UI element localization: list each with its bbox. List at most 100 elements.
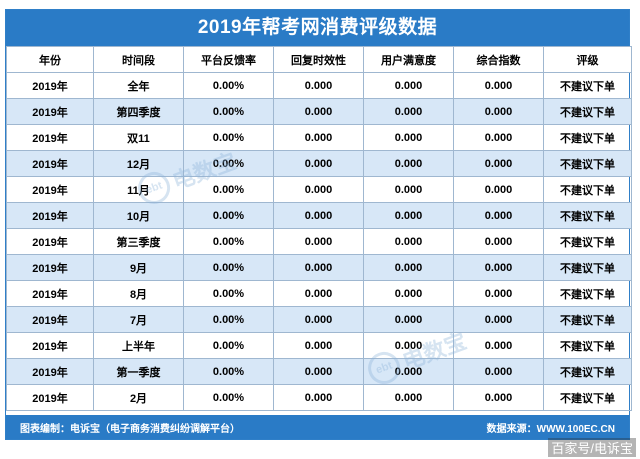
cell-reply-timeliness: 0.000 xyxy=(273,202,364,229)
table-row: 2019年 10月 0.00% 0.000 0.000 0.000 不建议下单 xyxy=(6,202,632,229)
cell-composite-index: 0.000 xyxy=(453,72,544,99)
cell-year: 2019年 xyxy=(6,150,94,177)
cell-reply-timeliness: 0.000 xyxy=(273,254,364,281)
cell-user-satisfaction: 0.000 xyxy=(363,124,454,151)
cell-composite-index: 0.000 xyxy=(453,98,544,125)
cell-reply-timeliness: 0.000 xyxy=(273,72,364,99)
cell-reply-timeliness: 0.000 xyxy=(273,176,364,203)
cell-feedback-rate: 0.00% xyxy=(183,332,274,359)
cell-rating: 不建议下单 xyxy=(543,384,632,411)
table-row: 2019年 12月 0.00% 0.000 0.000 0.000 不建议下单 xyxy=(6,150,632,177)
cell-year: 2019年 xyxy=(6,124,94,151)
cell-composite-index: 0.000 xyxy=(453,384,544,411)
cell-user-satisfaction: 0.000 xyxy=(363,72,454,99)
cell-user-satisfaction: 0.000 xyxy=(363,384,454,411)
header-reply-timeliness: 回复时效性 xyxy=(273,46,364,73)
cell-period: 12月 xyxy=(93,150,184,177)
cell-period: 7月 xyxy=(93,306,184,333)
table-row: 2019年 8月 0.00% 0.000 0.000 0.000 不建议下单 xyxy=(6,280,632,307)
cell-period: 10月 xyxy=(93,202,184,229)
table-row: 2019年 双11 0.00% 0.000 0.000 0.000 不建议下单 xyxy=(6,124,632,151)
cell-rating: 不建议下单 xyxy=(543,124,632,151)
cell-rating: 不建议下单 xyxy=(543,332,632,359)
header-period: 时间段 xyxy=(93,46,184,73)
header-year: 年份 xyxy=(6,46,94,73)
cell-feedback-rate: 0.00% xyxy=(183,202,274,229)
cell-period: 上半年 xyxy=(93,332,184,359)
cell-composite-index: 0.000 xyxy=(453,228,544,255)
table-header-row: 年份 时间段 平台反馈率 回复时效性 用户满意度 综合指数 评级 xyxy=(6,46,632,73)
table-row: 2019年 11月 0.00% 0.000 0.000 0.000 不建议下单 xyxy=(6,176,632,203)
cell-rating: 不建议下单 xyxy=(543,176,632,203)
report-frame: 2019年帮考网消费评级数据 年份 时间段 平台反馈率 回复时效性 用户满意度 … xyxy=(5,9,632,440)
cell-feedback-rate: 0.00% xyxy=(183,228,274,255)
table-row: 2019年 9月 0.00% 0.000 0.000 0.000 不建议下单 xyxy=(6,254,632,281)
cell-feedback-rate: 0.00% xyxy=(183,384,274,411)
table-row: 2019年 7月 0.00% 0.000 0.000 0.000 不建议下单 xyxy=(6,306,632,333)
cell-feedback-rate: 0.00% xyxy=(183,176,274,203)
cell-feedback-rate: 0.00% xyxy=(183,280,274,307)
cell-rating: 不建议下单 xyxy=(543,228,632,255)
cell-user-satisfaction: 0.000 xyxy=(363,202,454,229)
cell-period: 8月 xyxy=(93,280,184,307)
cell-user-satisfaction: 0.000 xyxy=(363,150,454,177)
footer-bar: 图表编制：电诉宝（电子商务消费纠纷调解平台） 数据来源：WWW.100EC.CN xyxy=(6,415,629,439)
cell-year: 2019年 xyxy=(6,358,94,385)
cell-rating: 不建议下单 xyxy=(543,150,632,177)
cell-feedback-rate: 0.00% xyxy=(183,306,274,333)
table-row: 2019年 上半年 0.00% 0.000 0.000 0.000 不建议下单 xyxy=(6,332,632,359)
cell-composite-index: 0.000 xyxy=(453,358,544,385)
table-row: 2019年 第一季度 0.00% 0.000 0.000 0.000 不建议下单 xyxy=(6,358,632,385)
cell-composite-index: 0.000 xyxy=(453,280,544,307)
cell-composite-index: 0.000 xyxy=(453,176,544,203)
cell-user-satisfaction: 0.000 xyxy=(363,332,454,359)
cell-composite-index: 0.000 xyxy=(453,202,544,229)
cell-reply-timeliness: 0.000 xyxy=(273,98,364,125)
header-composite-index: 综合指数 xyxy=(453,46,544,73)
rating-table: 年份 时间段 平台反馈率 回复时效性 用户满意度 综合指数 评级 2019年 全年… xyxy=(6,46,632,411)
cell-composite-index: 0.000 xyxy=(453,150,544,177)
cell-year: 2019年 xyxy=(6,306,94,333)
cell-reply-timeliness: 0.000 xyxy=(273,332,364,359)
cell-composite-index: 0.000 xyxy=(453,124,544,151)
corner-watermark: 百家号/电诉宝 xyxy=(548,438,636,457)
cell-rating: 不建议下单 xyxy=(543,254,632,281)
table-row: 2019年 全年 0.00% 0.000 0.000 0.000 不建议下单 xyxy=(6,72,632,99)
cell-period: 第三季度 xyxy=(93,228,184,255)
footer-source: 数据来源：WWW.100EC.CN xyxy=(486,423,615,435)
cell-reply-timeliness: 0.000 xyxy=(273,280,364,307)
cell-year: 2019年 xyxy=(6,72,94,99)
cell-period: 2月 xyxy=(93,384,184,411)
cell-feedback-rate: 0.00% xyxy=(183,254,274,281)
cell-composite-index: 0.000 xyxy=(453,332,544,359)
cell-period: 双11 xyxy=(93,124,184,151)
cell-user-satisfaction: 0.000 xyxy=(363,306,454,333)
cell-year: 2019年 xyxy=(6,202,94,229)
cell-user-satisfaction: 0.000 xyxy=(363,358,454,385)
table-row: 2019年 第三季度 0.00% 0.000 0.000 0.000 不建议下单 xyxy=(6,228,632,255)
cell-period: 11月 xyxy=(93,176,184,203)
cell-reply-timeliness: 0.000 xyxy=(273,150,364,177)
cell-user-satisfaction: 0.000 xyxy=(363,228,454,255)
cell-year: 2019年 xyxy=(6,332,94,359)
cell-year: 2019年 xyxy=(6,254,94,281)
cell-year: 2019年 xyxy=(6,98,94,125)
cell-year: 2019年 xyxy=(6,176,94,203)
header-feedback-rate: 平台反馈率 xyxy=(183,46,274,73)
cell-period: 全年 xyxy=(93,72,184,99)
cell-reply-timeliness: 0.000 xyxy=(273,228,364,255)
cell-period: 9月 xyxy=(93,254,184,281)
cell-year: 2019年 xyxy=(6,228,94,255)
cell-user-satisfaction: 0.000 xyxy=(363,280,454,307)
cell-user-satisfaction: 0.000 xyxy=(363,254,454,281)
cell-rating: 不建议下单 xyxy=(543,280,632,307)
cell-reply-timeliness: 0.000 xyxy=(273,124,364,151)
cell-rating: 不建议下单 xyxy=(543,358,632,385)
cell-year: 2019年 xyxy=(6,384,94,411)
header-user-satisfaction: 用户满意度 xyxy=(363,46,454,73)
cell-period: 第四季度 xyxy=(93,98,184,125)
table-body: 2019年 全年 0.00% 0.000 0.000 0.000 不建议下单 2019年 第四季… xyxy=(6,72,632,411)
cell-feedback-rate: 0.00% xyxy=(183,98,274,125)
cell-feedback-rate: 0.00% xyxy=(183,150,274,177)
cell-rating: 不建议下单 xyxy=(543,72,632,99)
